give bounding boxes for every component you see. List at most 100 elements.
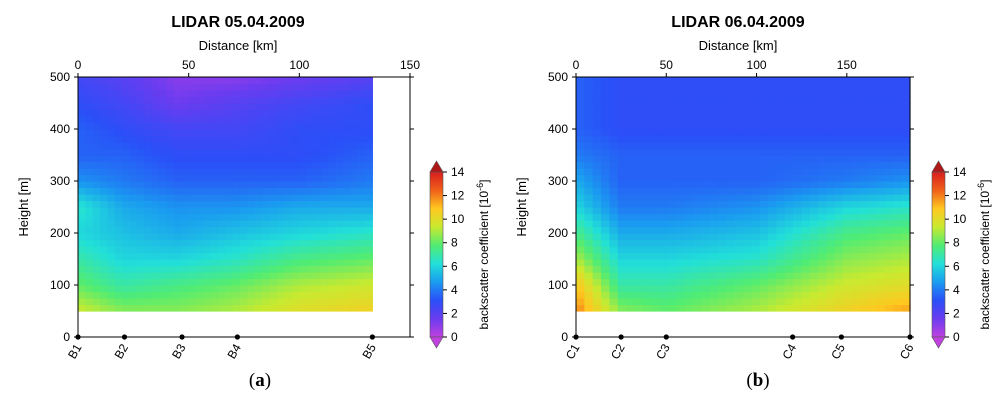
heatmap-cell: [651, 246, 661, 254]
heatmap-cell: [759, 304, 769, 312]
heatmap-cell: [609, 181, 619, 189]
heatmap-cell: [768, 272, 777, 280]
heatmap-cell: [284, 220, 293, 228]
heatmap-cell: [188, 278, 197, 286]
heatmap-cell: [659, 213, 669, 221]
heatmap-cell: [122, 116, 131, 124]
heatmap-cell: [768, 168, 777, 176]
heatmap-cell: [100, 142, 109, 150]
heatmap-cell: [217, 142, 226, 150]
heatmap-cell: [225, 304, 234, 312]
heatmap-cell: [609, 233, 619, 241]
heatmap-cell: [85, 259, 94, 267]
heatmap-cell: [634, 77, 644, 85]
heatmap-cell: [78, 272, 86, 280]
heatmap-cell: [776, 109, 786, 117]
heatmap-cell: [751, 298, 761, 306]
heatmap-cell: [834, 103, 844, 111]
heatmap-cell: [151, 116, 160, 124]
heatmap-cell: [884, 96, 894, 104]
heatmap-cell: [114, 109, 123, 117]
heatmap-cell: [784, 161, 794, 169]
heatmap-cell: [876, 207, 886, 215]
heatmap-cell: [107, 200, 116, 208]
heatmap-cell: [173, 194, 182, 202]
heatmap-cell: [151, 278, 160, 286]
heatmap-cell: [151, 168, 160, 176]
heatmap-cell: [217, 220, 226, 228]
heatmap-cell: [136, 168, 145, 176]
heatmap-cell: [320, 207, 329, 215]
heatmap-cell: [818, 265, 828, 273]
heatmap-cell: [859, 83, 869, 91]
heatmap-cell: [284, 226, 293, 234]
heatmap-cell: [328, 239, 337, 247]
heatmap-cell: [151, 233, 160, 241]
heatmap-cell: [826, 116, 836, 124]
heatmap-cell: [784, 233, 794, 241]
heatmap-cell: [291, 142, 300, 150]
heatmap-cell: [684, 239, 694, 247]
heatmap-cell: [269, 304, 278, 312]
heatmap-cell: [692, 129, 702, 137]
heatmap-cell: [851, 109, 861, 117]
heatmap-cell: [776, 142, 786, 150]
heatmap-cell: [284, 278, 293, 286]
heatmap-cell: [684, 226, 694, 234]
heatmap-cell: [876, 109, 886, 117]
heatmap-cell: [734, 259, 744, 267]
heatmap-cell: [759, 259, 769, 267]
heatmap-cell: [651, 304, 661, 312]
heatmap-cell: [818, 161, 828, 169]
heatmap-cell: [784, 200, 794, 208]
heatmap-cell: [776, 291, 786, 299]
heatmap-cell: [284, 155, 293, 163]
heatmap-cell: [768, 142, 777, 150]
heatmap-cell: [776, 226, 786, 234]
heatmap-cell: [584, 220, 594, 228]
heatmap-cell: [365, 148, 373, 156]
heatmap-cell: [859, 298, 869, 306]
heatmap-cell: [701, 252, 711, 260]
heatmap-cell: [342, 129, 351, 137]
heatmap-cell: [335, 226, 344, 234]
heatmap-cell: [584, 259, 594, 267]
heatmap-cell: [313, 103, 322, 111]
heatmap-cell: [768, 187, 777, 195]
heatmap-cell: [676, 246, 686, 254]
heatmap-cell: [826, 135, 836, 143]
heatmap-cell: [676, 252, 686, 260]
heatmap-cell: [188, 213, 197, 221]
heatmap-cell: [676, 109, 686, 117]
heatmap-cell: [676, 304, 686, 312]
heatmap-cell: [743, 226, 752, 234]
heatmap-cell: [809, 116, 819, 124]
heatmap-cell: [684, 291, 694, 299]
heatmap-cell: [239, 200, 248, 208]
heatmap-cell: [313, 116, 322, 124]
heatmap-cell: [868, 129, 878, 137]
heatmap-cell: [818, 239, 828, 247]
heatmap-cell: [239, 272, 248, 280]
heatmap-cell: [100, 278, 109, 286]
heatmap-cell: [181, 213, 189, 221]
heatmap-cell: [166, 142, 175, 150]
heatmap-cell: [901, 109, 911, 117]
heatmap-cell: [254, 109, 263, 117]
chart-a-title: LIDAR 05.04.2009: [171, 14, 305, 31]
heatmap-cell: [129, 226, 138, 234]
heatmap-cell: [876, 116, 886, 124]
heatmap-cell: [276, 168, 285, 176]
heatmap-cell: [342, 90, 351, 98]
heatmap-cell: [298, 220, 307, 228]
heatmap-cell: [328, 220, 337, 228]
heatmap-cell: [151, 259, 160, 267]
heatmap-cell: [313, 129, 322, 137]
heatmap-cell: [261, 122, 270, 130]
heatmap-cell: [793, 135, 803, 143]
heatmap-cell: [173, 259, 182, 267]
heatmap-cell: [129, 96, 138, 104]
heatmap-cell: [793, 109, 803, 117]
heatmap-cell: [365, 200, 373, 208]
